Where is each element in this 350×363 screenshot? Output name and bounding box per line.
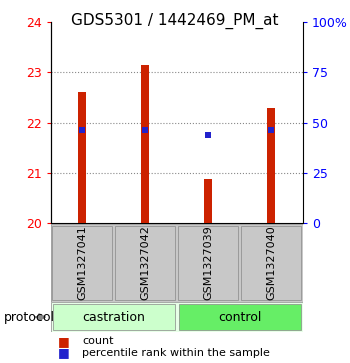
Bar [204,179,212,223]
Bar [178,225,238,301]
Text: protocol: protocol [4,311,55,323]
Bar [178,304,301,330]
Text: GSM1327041: GSM1327041 [77,226,87,300]
Text: GSM1327039: GSM1327039 [203,226,213,300]
Bar [52,304,175,330]
Text: ■: ■ [58,335,70,348]
Bar [241,225,301,301]
Bar [52,225,112,301]
Bar [141,65,149,223]
Bar [78,92,86,223]
Bar [115,225,175,301]
Text: castration: castration [82,311,145,323]
Text: GSM1327042: GSM1327042 [140,225,150,301]
Text: GDS5301 / 1442469_PM_at: GDS5301 / 1442469_PM_at [71,13,279,29]
Text: percentile rank within the sample: percentile rank within the sample [82,348,270,358]
Text: count: count [82,336,114,346]
Text: ■: ■ [58,347,70,359]
Bar [267,109,275,223]
Text: control: control [218,311,261,323]
Text: GSM1327040: GSM1327040 [266,226,276,300]
